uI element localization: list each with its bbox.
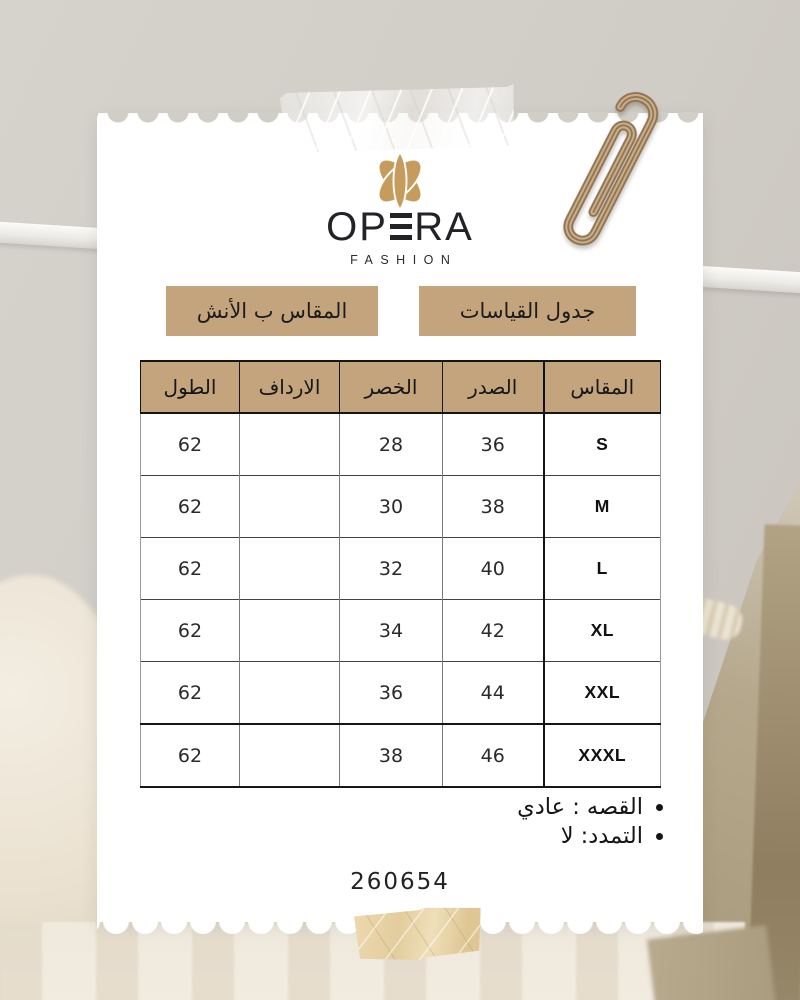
cell-length: 62 — [140, 599, 240, 662]
brand-logo-icon — [369, 150, 431, 216]
cell-size: S — [542, 412, 661, 476]
cell-hips — [239, 475, 340, 538]
cell-chest: 36 — [442, 412, 544, 476]
cell-waist: 30 — [339, 475, 443, 538]
col-length: الطول — [140, 360, 240, 414]
table-row: XXL 44 36 62 — [140, 661, 661, 724]
cell-size: XXXL — [542, 723, 661, 788]
header-row: المقاس الصدر الخصر الارداف الطول — [140, 360, 661, 414]
wordmark-pre: OP — [326, 205, 388, 249]
size-table: المقاس الصدر الخصر الارداف الطول S 36 28 62… — [140, 360, 661, 788]
stylized-e-glyph — [389, 212, 413, 240]
brand-subtitle: FASHION — [350, 253, 458, 267]
cell-waist: 34 — [339, 599, 443, 662]
cell-waist: 32 — [339, 537, 443, 600]
size-table-body: S 36 28 62 M 38 30 62 L 40 32 62 XL 42 34 62 XXL 44 36 62 XX… — [140, 412, 661, 788]
cell-chest: 40 — [442, 537, 544, 600]
note-cut: القصه : عادي — [517, 793, 643, 822]
cell-length: 62 — [140, 661, 240, 724]
col-size: المقاس — [542, 360, 661, 414]
cell-length: 62 — [140, 412, 240, 476]
table-row: XL 42 34 62 — [140, 599, 661, 662]
size-table-header: المقاس الصدر الخصر الارداف الطول — [140, 360, 661, 414]
badge-chart-title: جدول القياسات — [419, 286, 636, 336]
wordmark-post: RA — [414, 205, 474, 249]
cell-size: M — [542, 475, 661, 538]
cell-waist: 36 — [339, 661, 443, 724]
cell-chest: 46 — [442, 723, 544, 788]
table-row: L 40 32 62 — [140, 537, 661, 600]
cell-hips — [239, 537, 340, 600]
clear-tape-icon — [280, 83, 517, 156]
cell-size: XL — [542, 599, 661, 662]
col-chest: الصدر — [442, 360, 544, 414]
cell-waist: 38 — [339, 723, 443, 788]
brand-wordmark: OP RA — [97, 207, 703, 247]
khaki-pants-bottom — [646, 925, 778, 1000]
cell-hips — [239, 723, 340, 788]
cell-hips — [239, 599, 340, 662]
note-stretch: التمدد: لا — [517, 822, 643, 851]
cell-chest: 42 — [442, 599, 544, 662]
cell-hips — [239, 412, 340, 476]
product-code: 260654 — [350, 869, 450, 895]
product-notes: القصه : عادي التمدد: لا — [517, 793, 667, 851]
cell-length: 62 — [140, 723, 240, 788]
col-hips: الارداف — [239, 360, 340, 414]
paperclip-icon — [513, 55, 706, 279]
cell-hips — [239, 661, 340, 724]
table-row: XXXL 46 38 62 — [140, 723, 661, 788]
cell-chest: 44 — [442, 661, 544, 724]
col-waist: الخصر — [339, 360, 443, 414]
cell-length: 62 — [140, 537, 240, 600]
cell-size: L — [542, 537, 661, 600]
cell-chest: 38 — [442, 475, 544, 538]
cell-waist: 28 — [339, 412, 443, 476]
table-row: S 36 28 62 — [140, 412, 661, 476]
cell-length: 62 — [140, 475, 240, 538]
table-row: M 38 30 62 — [140, 475, 661, 538]
cell-size: XXL — [542, 661, 661, 724]
badge-unit-note: المقاس ب الأنش — [166, 286, 378, 336]
